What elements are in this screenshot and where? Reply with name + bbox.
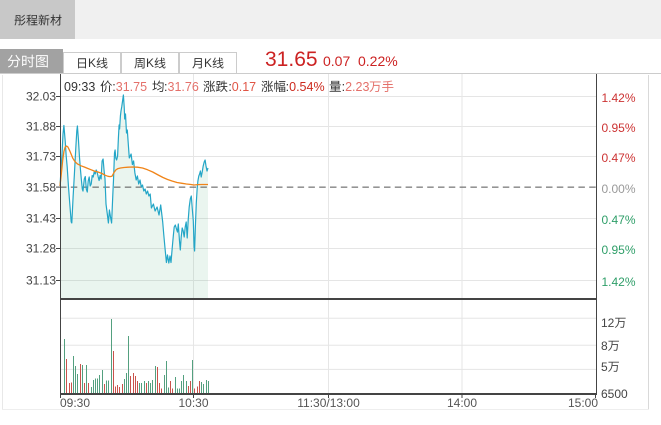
- svg-text:0.95%: 0.95%: [602, 121, 636, 135]
- svg-text:31.43: 31.43: [26, 212, 56, 226]
- svg-text:6500: 6500: [601, 387, 628, 401]
- svg-text:1.42%: 1.42%: [602, 91, 636, 105]
- svg-text:12: 12: [601, 316, 615, 330]
- svg-text:31.28: 31.28: [26, 242, 56, 256]
- svg-text:31.13: 31.13: [26, 274, 56, 288]
- svg-text:15:00: 15:00: [568, 396, 598, 410]
- svg-text:31.73: 31.73: [26, 150, 56, 164]
- svg-text:1.42%: 1.42%: [602, 275, 636, 289]
- svg-text:8: 8: [601, 339, 608, 353]
- svg-text:09:30: 09:30: [60, 396, 90, 410]
- svg-text:0.47%: 0.47%: [602, 213, 636, 227]
- svg-text:31.58: 31.58: [26, 180, 56, 194]
- svg-text:32.03: 32.03: [26, 90, 56, 104]
- svg-text:0.47%: 0.47%: [602, 151, 636, 165]
- svg-text:14:00: 14:00: [447, 396, 477, 410]
- svg-text:5: 5: [601, 360, 608, 374]
- svg-text:10:30: 10:30: [178, 396, 208, 410]
- svg-text:11:30/13:00: 11:30/13:00: [297, 396, 360, 410]
- svg-text:0.95%: 0.95%: [602, 243, 636, 257]
- svg-text:0.00%: 0.00%: [602, 182, 636, 196]
- svg-text:31.88: 31.88: [26, 120, 56, 134]
